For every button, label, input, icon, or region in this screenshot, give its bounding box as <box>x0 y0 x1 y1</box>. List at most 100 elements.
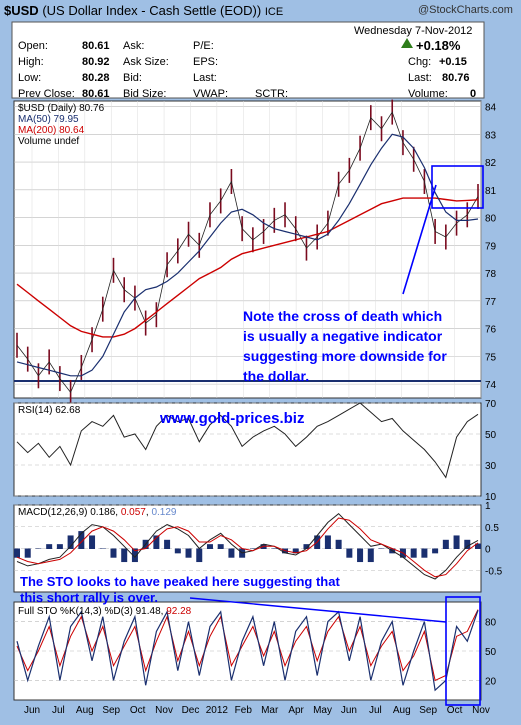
cross-annotation: Note the cross of death which is usually… <box>243 306 447 386</box>
price-axis-tick-label: 75 <box>485 352 497 363</box>
high-label: High: <box>18 56 44 68</box>
macd-histogram-bar <box>56 544 63 549</box>
symbol-description: (US Dollar Index - Cash Settle (EOD)) <box>42 3 262 18</box>
macd-axis-tick-label: 0.5 <box>485 523 499 534</box>
ma200-line <box>16 197 479 338</box>
macd-signal-line <box>16 517 479 578</box>
bidsize-label: Bid Size: <box>123 88 167 100</box>
macd-histogram-bar <box>357 548 364 563</box>
sto-annotation-line: this short rally is over. <box>20 590 158 605</box>
rsi-axis-tick-label: 50 <box>485 430 497 441</box>
month-label: Nov <box>472 705 490 716</box>
macd-histogram-bar <box>346 548 353 558</box>
site-annotation: www.gold-prices.biz <box>160 410 305 427</box>
sto-axis-tick-label: 80 <box>485 618 497 629</box>
sto-d-value: 92.28 <box>166 606 192 617</box>
ask-label: Ask: <box>123 40 145 52</box>
macd-histogram-bar <box>475 543 481 549</box>
cross-highlight-box <box>431 165 484 209</box>
macd-histogram-bar <box>121 548 128 563</box>
macd-histogram-bar <box>99 548 106 549</box>
macd-histogram-bar <box>271 548 278 549</box>
month-label: Jul <box>52 705 65 716</box>
price-axis-tick-label: 80 <box>485 214 497 225</box>
ma50-line <box>16 133 479 377</box>
macd-histogram-bar <box>131 548 138 563</box>
macd-histogram-bar <box>89 535 96 549</box>
macd-axis-tick-label: 0 <box>485 545 491 556</box>
macd-histogram-bar <box>335 539 342 549</box>
rsi-axis-tick-label: 70 <box>485 399 497 410</box>
chg-label: Chg: <box>408 56 432 68</box>
macd-histogram-bar <box>249 548 256 549</box>
macd-histogram-bar <box>442 539 449 549</box>
low-label: Low: <box>18 72 42 84</box>
cross-arrow <box>402 184 437 295</box>
sto-label: Full STO %K(14,3) %D(3) 91.48, 92.28 <box>18 606 192 617</box>
month-label: Dec <box>182 705 200 716</box>
sto-annotation-line: The STO looks to have peaked here sugges… <box>20 574 340 589</box>
sto-axis-tick-label: 20 <box>485 676 497 687</box>
sto-arrow <box>189 597 447 623</box>
month-label: 2012 <box>206 705 229 716</box>
legend-ma200: MA(200) 80.64 <box>18 125 85 136</box>
macd-histogram-bar <box>410 548 417 558</box>
price-axis-tick-label: 78 <box>485 269 497 280</box>
macd-line <box>16 513 479 580</box>
macd-axis-tick-label: -0.5 <box>485 566 503 577</box>
month-label: Jun <box>341 705 357 716</box>
bid-label: Bid: <box>123 72 142 84</box>
macd-histogram-bar <box>292 548 299 554</box>
cross-annotation-line: is usually a negative indicator <box>243 328 443 344</box>
month-label: Feb <box>235 705 253 716</box>
sctr-label: SCTR: <box>255 88 288 100</box>
watermark: @StockCharts.com <box>418 4 513 16</box>
macd-hist-value: 0.129 <box>151 507 177 518</box>
quote-date: Wednesday 7-Nov-2012 <box>354 25 473 37</box>
pe-label: P/E: <box>193 40 214 52</box>
price-axis-tick-label: 83 <box>485 130 497 141</box>
price-axis-tick-label: 76 <box>485 325 497 336</box>
eps-label: EPS: <box>193 56 219 68</box>
rsi-line <box>16 402 479 479</box>
month-label: Oct <box>130 705 146 716</box>
price-axis-tick-label: 74 <box>485 380 497 391</box>
legend-price: $USD (Daily) 80.76 <box>18 103 105 114</box>
last2-value: 80.76 <box>442 72 470 84</box>
sto-highlight-box <box>445 596 481 706</box>
macd-histogram-bar <box>217 544 224 549</box>
last-label: Last: <box>193 72 217 84</box>
cross-annotation-line: Note the cross of death which <box>243 308 443 324</box>
sto-annotation: The STO looks to have peaked here sugges… <box>20 574 340 606</box>
macd-axis-tick-label: 1 <box>485 501 491 512</box>
macd-histogram-bar <box>35 548 42 549</box>
legend-volume: Volume undef <box>18 136 80 147</box>
month-label: Jul <box>369 705 382 716</box>
macd-histogram-bar <box>164 539 171 549</box>
month-label: Aug <box>393 705 411 716</box>
macd-histogram-bar <box>206 544 213 549</box>
change-percent: +0.18% <box>416 38 461 53</box>
month-label: Nov <box>155 705 173 716</box>
macd-histogram-bar <box>185 548 192 558</box>
macd-histogram-bar <box>78 531 85 549</box>
rsi-label: RSI(14) 62.68 <box>18 405 81 416</box>
exchange-label: ICE <box>264 6 284 18</box>
vwap-label: VWAP: <box>193 88 229 100</box>
macd-histogram-bar <box>174 548 181 554</box>
macd-signal-value: 0.057 <box>120 507 146 518</box>
macd-histogram-bar <box>14 548 20 558</box>
macd-histogram-bar <box>453 535 460 549</box>
price-axis-tick-label: 82 <box>485 158 497 169</box>
month-label: Apr <box>288 705 304 716</box>
rsi-axis-tick-label: 10 <box>485 492 497 503</box>
high-value: 80.92 <box>82 56 110 68</box>
macd-label: MACD(12,26,9) 0.186, 0.057, 0.129 <box>18 507 177 518</box>
macd-histogram-bar <box>464 539 471 549</box>
macd-histogram-bar <box>421 548 428 558</box>
open-value: 80.61 <box>82 40 110 52</box>
macd-histogram-bar <box>67 535 74 549</box>
price-axis-tick-label: 79 <box>485 241 497 252</box>
